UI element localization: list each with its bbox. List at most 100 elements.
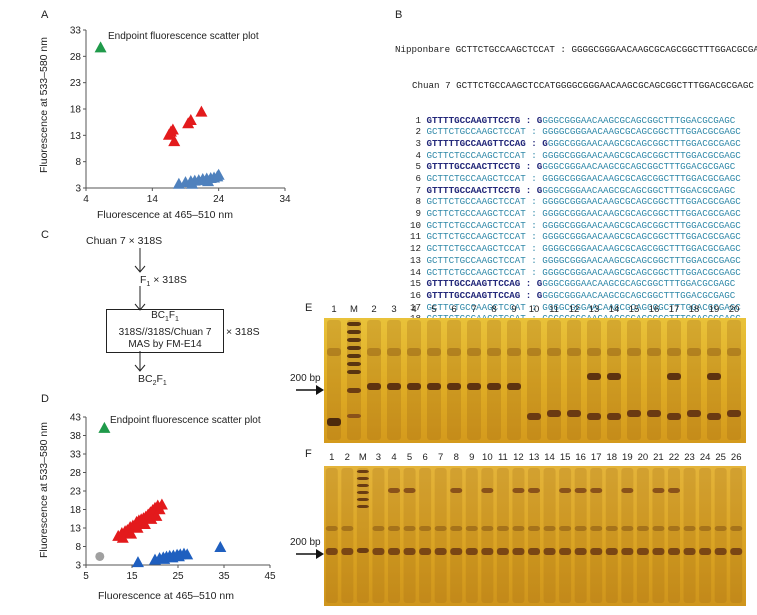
sequence-row: 14 GCTTCTGCCAAGCTCCAT : GGGGCGGGAACAAGCG… (395, 267, 757, 279)
gel-lane (434, 468, 447, 603)
gel-band (668, 548, 680, 555)
gel-band (527, 413, 541, 420)
sequence-row-number: 7 (415, 184, 421, 196)
d-y-tick-label: 13 (70, 524, 82, 535)
sequence-row-number: 11 (409, 231, 421, 243)
gel-band (699, 526, 712, 531)
lane-label: 20 (728, 304, 740, 315)
gel-lane (512, 468, 525, 603)
ladder-band (356, 505, 369, 508)
ladder-band (356, 470, 369, 473)
gel-band (621, 526, 634, 531)
data-point (202, 175, 215, 187)
gel-band (388, 526, 400, 531)
gel-image-f (324, 466, 746, 606)
gel-band (434, 526, 447, 531)
bc1f1-box: BC1F1 318S//318S/Chuan 7 MAS by FM-E14 (106, 309, 224, 353)
backcross-label: × 318S (226, 326, 260, 338)
gel-band (590, 548, 603, 555)
gel-smear (567, 348, 581, 356)
reference-row-nipponbare: Nipponbare GCTTCTGCCAAGCTCCAT : GGGGCGGG… (395, 44, 757, 56)
a-y-tick-label: 28 (70, 52, 82, 63)
sequence-tail: GGGCGGGAACAAGCGCAGCGGCTTTGGACGCGAGC (542, 114, 736, 126)
y-axis-label-a: Fluorescence at 533–580 nm (38, 37, 50, 173)
gel-lane (547, 320, 561, 440)
lane-label: 2 (371, 304, 377, 315)
data-point (155, 498, 168, 510)
ladder-band (347, 362, 361, 366)
gel-band (543, 548, 556, 555)
lane-label: 6 (422, 452, 428, 463)
gel-lane (403, 468, 416, 603)
wildtype-segment: GCTTCTGCCAAGCTCCAT : G (426, 208, 548, 220)
gel-band (559, 548, 572, 555)
gel-smear (367, 348, 381, 356)
d-y-tick-label: 3 (75, 561, 81, 572)
d-y-tick-label: 8 (75, 542, 81, 553)
sequence-row-number: 9 (415, 208, 421, 220)
d-y-tick-label: 23 (70, 487, 82, 498)
wildtype-segment: GCTTCTGCCAAGCTCCAT : G (426, 149, 548, 161)
mutant-segment: GTTTTGCCAAGTTCCAG : G (426, 278, 543, 290)
bc2f1-label: BC2F1 (138, 373, 167, 388)
gel-smear (627, 348, 641, 356)
sequence-tail: GGGCGGGAACAAGCGCAGCGGCTTTGGACGCGAGC (547, 266, 741, 278)
down-arrow-icon (134, 248, 146, 273)
gel-lane (419, 468, 432, 603)
gel-smear (427, 348, 441, 356)
gel-band (727, 410, 741, 417)
gel-smear (527, 348, 541, 356)
gel-band (388, 488, 400, 493)
sequence-row: 15 GTTTTGCCAAGTTCCAG : GGGGCGGGAACAAGCGC… (395, 278, 757, 290)
d-y-tick-label: 38 (70, 431, 82, 442)
gel-band (587, 413, 601, 420)
lane-label: 8 (453, 452, 459, 463)
ladder-band (347, 346, 361, 350)
gel-band (450, 548, 463, 555)
gel-band (487, 383, 501, 390)
gel-lane (465, 468, 478, 603)
data-point (95, 551, 105, 561)
mutant-segment: GTTTTGCCAAGTTCCTG : G (426, 114, 543, 126)
lane-label: 16 (575, 452, 586, 463)
lane-label: 1 (331, 304, 337, 315)
gel-lane (367, 320, 381, 440)
gel-band (707, 413, 721, 420)
panel-label-b: B (395, 9, 403, 21)
lane-label: 18 (688, 304, 700, 315)
d-x-tick-label: 15 (126, 571, 138, 582)
lane-label: 17 (590, 452, 602, 463)
gel-band (427, 383, 441, 390)
sequence-row: 8 GCTTCTGCCAAGCTCCAT : GGGGCGGGAACAAGCGC… (395, 196, 757, 208)
gel-band (652, 526, 665, 531)
wildtype-segment: GCTTCTGCCAAGCTCCAT : G (426, 231, 548, 243)
lane-label: 1 (329, 452, 335, 463)
gel-lane (574, 468, 587, 603)
gel-smear (487, 348, 501, 356)
lane-label: 12 (513, 452, 524, 463)
ladder-band (356, 484, 369, 487)
x-axis-label-a: Fluorescence at 465–510 nm (97, 209, 233, 221)
lane-label: 11 (549, 304, 559, 315)
sequence-tail: GGGCGGGAACAAGCGCAGCGGCTTTGGACGCGAGC (542, 161, 736, 173)
sequence-tail: GGGCGGGAACAAGCGCAGCGGCTTTGGACGCGAGC (547, 254, 741, 266)
sequence-tail: GGGCGGGAACAAGCGCAGCGGCTTTGGACGCGAGC (547, 126, 741, 138)
gel-band (496, 526, 509, 531)
gel-band (419, 526, 432, 531)
sequence-row-number: 5 (415, 161, 421, 173)
gel-lane (647, 320, 661, 440)
a-x-tick-label: 14 (147, 194, 159, 205)
data-point (116, 531, 129, 543)
lane-label: 15 (559, 452, 571, 463)
sequence-row-number: 13 (409, 254, 421, 266)
mutant-segment: GTTTTTGCCAAGTTCCAG : G (426, 137, 548, 149)
gel-lane (590, 468, 603, 603)
lane-label: 10 (528, 304, 540, 315)
d-x-tick-label: 45 (264, 571, 276, 582)
gel-band (367, 383, 381, 390)
sequence-tail: GGGCGGGAACAAGCGCAGCGGCTTTGGACGCGAGC (547, 231, 741, 243)
data-point (214, 541, 227, 552)
sequence-row-number: 1 (415, 114, 421, 126)
sequence-tail: GGGCGGGAACAAGCGCAGCGGCTTTGGACGCGAGC (542, 278, 736, 290)
lane-label: 4 (411, 304, 417, 315)
